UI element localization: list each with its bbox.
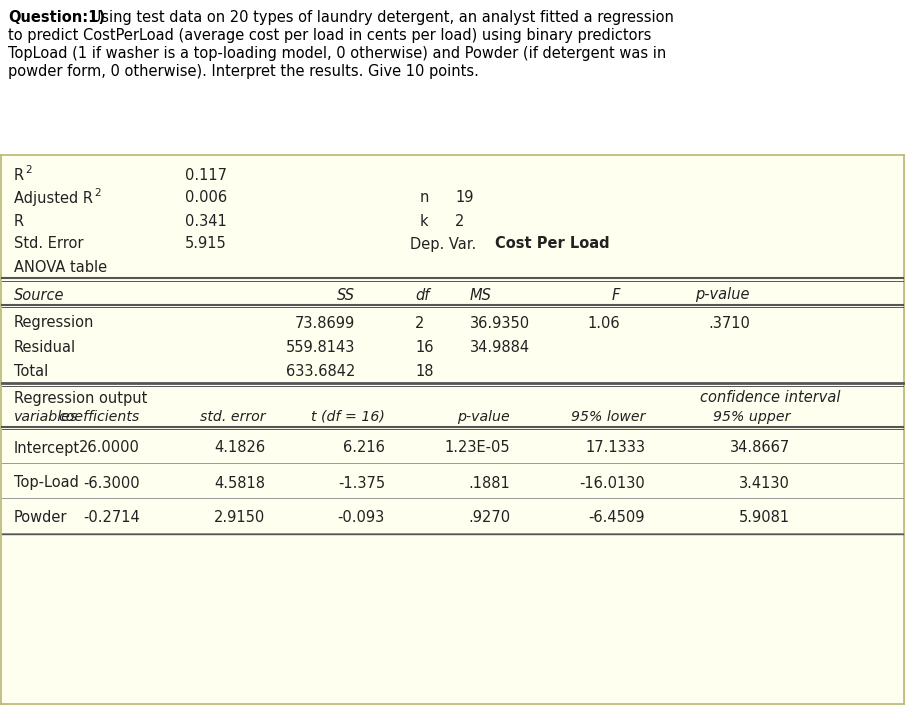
Text: Adjusted R: Adjusted R (14, 190, 93, 205)
Text: MS: MS (470, 288, 492, 302)
Text: 73.8699: 73.8699 (294, 316, 355, 331)
Text: -6.3000: -6.3000 (83, 475, 140, 491)
Text: Cost Per Load: Cost Per Load (495, 236, 610, 252)
Text: powder form, 0 otherwise). Interpret the results. Give 10 points.: powder form, 0 otherwise). Interpret the… (8, 64, 479, 79)
Text: 17.1333: 17.1333 (585, 441, 645, 455)
Text: 34.8667: 34.8667 (729, 441, 790, 455)
Text: Total: Total (14, 364, 48, 379)
Text: 2: 2 (94, 188, 101, 198)
Text: p-value: p-value (458, 410, 510, 424)
Text: 2: 2 (455, 214, 465, 228)
Text: TopLoad (1 if washer is a top-loading model, 0 otherwise) and Powder (if deterge: TopLoad (1 if washer is a top-loading mo… (8, 46, 666, 61)
Text: Std. Error: Std. Error (14, 236, 83, 252)
Text: p-value: p-value (696, 288, 750, 302)
Text: 4.1826: 4.1826 (214, 441, 265, 455)
Text: .1881: .1881 (468, 475, 510, 491)
Text: 6.216: 6.216 (343, 441, 385, 455)
Text: 1.06: 1.06 (587, 316, 620, 331)
Text: Regression: Regression (14, 316, 94, 331)
Text: coefficients: coefficients (59, 410, 140, 424)
Text: 0.117: 0.117 (185, 168, 227, 183)
Text: F: F (612, 288, 620, 302)
Text: 16: 16 (415, 340, 433, 355)
Text: 19: 19 (455, 190, 474, 205)
Text: R: R (14, 168, 24, 183)
Text: 36.9350: 36.9350 (470, 316, 530, 331)
Text: 1.23E-05: 1.23E-05 (444, 441, 510, 455)
Text: .3710: .3710 (708, 316, 750, 331)
Text: 95% lower: 95% lower (571, 410, 645, 424)
Text: t (df = 16): t (df = 16) (311, 410, 385, 424)
Text: 2.9150: 2.9150 (214, 510, 265, 525)
Text: -0.093: -0.093 (338, 510, 385, 525)
Text: ANOVA table: ANOVA table (14, 259, 107, 274)
Text: Dep. Var.: Dep. Var. (410, 236, 477, 252)
Text: 18: 18 (415, 364, 433, 379)
Text: Regression output: Regression output (14, 391, 148, 405)
Text: 34.9884: 34.9884 (470, 340, 530, 355)
Text: Question:1): Question:1) (8, 10, 105, 25)
Text: 2: 2 (415, 316, 424, 331)
Text: 2: 2 (25, 165, 32, 175)
Text: k: k (420, 214, 429, 228)
Text: Top-Load: Top-Load (14, 475, 79, 491)
Text: -16.0130: -16.0130 (579, 475, 645, 491)
Text: 0.341: 0.341 (185, 214, 226, 228)
Text: Using test data on 20 types of laundry detergent, an analyst fitted a regression: Using test data on 20 types of laundry d… (86, 10, 674, 25)
Text: 3.4130: 3.4130 (739, 475, 790, 491)
Text: -0.2714: -0.2714 (83, 510, 140, 525)
Text: 0.006: 0.006 (185, 190, 227, 205)
Text: -1.375: -1.375 (338, 475, 385, 491)
Text: 559.8143: 559.8143 (285, 340, 355, 355)
Text: 95% upper: 95% upper (713, 410, 790, 424)
Text: 26.0000: 26.0000 (79, 441, 140, 455)
Text: std. error: std. error (199, 410, 265, 424)
Text: 633.6842: 633.6842 (285, 364, 355, 379)
Text: -6.4509: -6.4509 (589, 510, 645, 525)
Text: confidence interval: confidence interval (700, 391, 841, 405)
Text: Intercept: Intercept (14, 441, 80, 455)
Text: 5.915: 5.915 (185, 236, 226, 252)
Text: to predict CostPerLoad (average cost per load in cents per load) using binary pr: to predict CostPerLoad (average cost per… (8, 28, 651, 43)
Text: .9270: .9270 (467, 510, 510, 525)
Text: 4.5818: 4.5818 (214, 475, 265, 491)
Text: df: df (415, 288, 429, 302)
Text: Source: Source (14, 288, 64, 302)
Text: R: R (14, 214, 24, 228)
Text: 5.9081: 5.9081 (739, 510, 790, 525)
Text: variables: variables (14, 410, 78, 424)
Text: n: n (420, 190, 429, 205)
Text: Residual: Residual (14, 340, 76, 355)
Text: Powder: Powder (14, 510, 68, 525)
Text: SS: SS (337, 288, 355, 302)
